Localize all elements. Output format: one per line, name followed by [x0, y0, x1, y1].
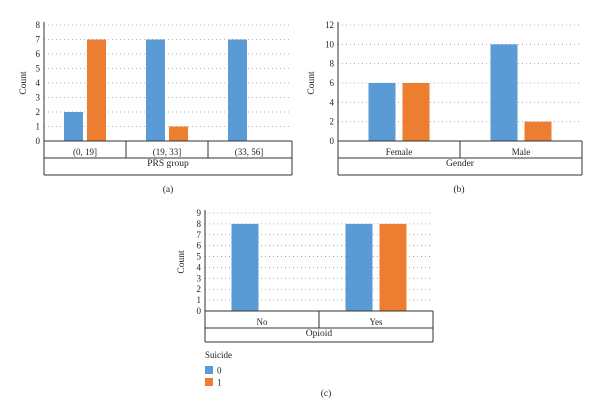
y-tick-label: 7 — [36, 35, 41, 45]
x-category-label: (19, 33] — [153, 147, 182, 157]
y-axis-title: Count — [177, 250, 187, 274]
x-axis-title: Gender — [446, 159, 475, 169]
bar-0-2 — [228, 39, 247, 141]
y-tick-label: 6 — [197, 241, 202, 251]
bar-1-0 — [87, 39, 106, 141]
y-tick-label: 2 — [330, 117, 335, 127]
chart-panel-a: 0 1 2 3 4 5 6 7 8 (0, 19] (19, 33] (33, 56] PRS grou… — [19, 20, 293, 195]
legend-label: 0 — [217, 366, 222, 376]
x-category-label: (0, 19] — [73, 147, 97, 157]
bar-0-1 — [490, 44, 518, 142]
bar-0-0 — [368, 83, 396, 141]
bar-0-1 — [345, 223, 373, 311]
legend-swatch-1 — [205, 378, 213, 386]
y-tick-label: 2 — [36, 107, 41, 117]
x-category-label: No — [257, 317, 268, 327]
panel-label: (a) — [163, 184, 174, 195]
y-tick-label: 4 — [197, 262, 202, 272]
panel-label: (c) — [321, 388, 332, 399]
bar-1-0 — [402, 83, 430, 141]
y-axis-title: Count — [307, 71, 317, 95]
y-tick-label: 10 — [325, 39, 335, 49]
x-category-label: Yes — [369, 317, 383, 327]
y-axis-title: Count — [19, 71, 29, 95]
bar-1-1 — [524, 121, 552, 141]
y-tick-label: 8 — [36, 20, 41, 30]
y-tick-label: 8 — [197, 219, 202, 229]
legend: Suicide 0 1 — [205, 350, 232, 388]
legend-label: 1 — [217, 378, 222, 388]
y-tick-label: 6 — [330, 78, 335, 88]
legend-title: Suicide — [205, 350, 232, 360]
y-tick-label: 1 — [36, 122, 41, 132]
y-tick-label: 5 — [36, 64, 41, 74]
legend-swatch-0 — [205, 366, 213, 374]
x-category-label: Male — [512, 147, 531, 157]
y-tick-label: 4 — [330, 97, 335, 107]
y-tick-label: 4 — [36, 78, 41, 88]
y-tick-label: 0 — [197, 306, 202, 316]
y-tick-label: 9 — [197, 208, 202, 218]
bar-0-1 — [146, 39, 165, 141]
bar-1-1 — [379, 223, 407, 311]
x-axis-title: Opioid — [306, 329, 333, 339]
y-tick-label: 0 — [36, 136, 41, 146]
y-tick-label: 3 — [36, 93, 41, 103]
y-tick-label: 0 — [330, 136, 335, 146]
x-axis-title: PRS group — [147, 159, 189, 169]
y-tick-label: 12 — [325, 20, 334, 30]
chart-panel-b: 0 2 4 6 8 10 12 Female Male Gender Count (b) — [307, 20, 583, 195]
y-tick-label: 1 — [197, 295, 202, 305]
bar-1-1 — [169, 126, 188, 141]
bar-0-0 — [64, 112, 83, 141]
y-tick-label: 5 — [197, 252, 202, 262]
panel-label: (b) — [453, 184, 464, 195]
x-category-label: (33, 56] — [235, 147, 264, 157]
x-category-label: Female — [386, 147, 413, 157]
y-tick-label: 8 — [330, 59, 335, 69]
y-tick-label: 6 — [36, 49, 41, 59]
y-tick-label: 7 — [197, 230, 202, 240]
y-tick-label: 2 — [197, 284, 202, 294]
y-tick-label: 3 — [197, 273, 202, 283]
bar-0-0 — [231, 223, 259, 311]
